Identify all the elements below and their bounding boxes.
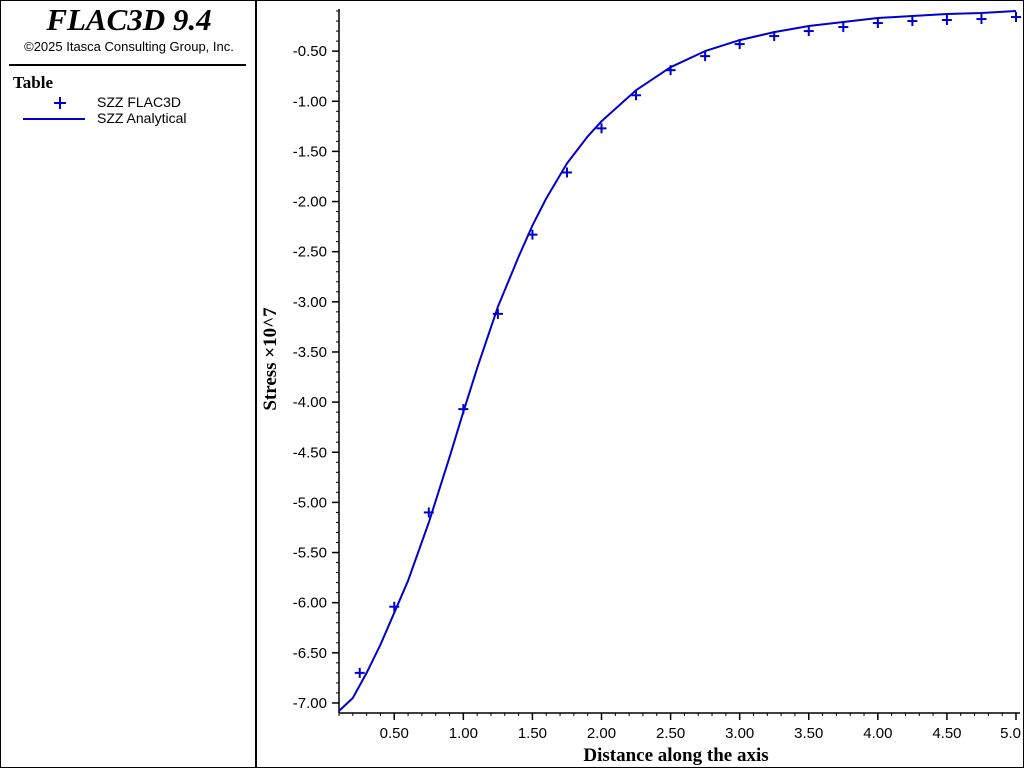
legend-label-szz-analytical: SZZ Analytical [97,110,187,126]
y-tick-label: -2.50 [293,244,327,261]
data-point-szz-flac3d [838,22,849,33]
x-tick-label: 2.00 [587,725,616,742]
y-tick-label: -1.00 [293,93,327,110]
data-point-szz-flac3d [872,18,883,29]
series-layer [338,10,1021,712]
data-point-szz-flac3d [1011,12,1021,23]
axes-layer [338,9,1020,714]
y-tick-label: -1.50 [293,143,327,160]
y-tick-label: -7.00 [293,695,327,712]
data-point-szz-flac3d [561,167,572,178]
legend-label-szz-flac3d: SZZ FLAC3D [97,94,182,110]
x-tick-label: 2.50 [656,725,685,742]
y-tick-label: -5.50 [293,545,327,562]
y-tick-label: -6.00 [293,595,327,612]
chart-area: -7.00 -6.50 -6.00 -5.50 -5.00 -4.50 -4.00 -3.50… [259,1,1023,767]
line-icon [23,118,85,120]
series-line-szz-analytical [338,10,1017,712]
data-point-szz-flac3d [907,16,918,27]
copyright-text: ©2025 Itasca Consulting Group, Inc. [24,39,234,54]
data-point-szz-flac3d [631,90,642,101]
data-point-szz-flac3d [700,51,711,62]
y-axis-title: Stress ×10^7 [260,307,281,411]
legend-entry-szz-flac3d[interactable]: SZZ FLAC3D [13,94,243,111]
x-tick-label: 1.00 [449,725,478,742]
ticks-layer: -7.00 -6.50 -6.00 -5.50 -5.00 -4.50 -4.00 -3.50… [293,10,1021,742]
y-tick-label: -3.00 [293,294,327,311]
data-point-szz-flac3d [354,667,365,678]
x-tick-label: 5.0 [1000,725,1021,742]
legend-title: Table [13,73,54,92]
y-tick-label: -2.00 [293,194,327,211]
y-tick-label: -4.50 [293,444,327,461]
x-tick-label: 3.00 [725,725,754,742]
y-tick-label: -0.50 [293,43,327,60]
data-point-szz-flac3d [803,26,814,37]
y-tick-label: -6.50 [293,645,327,662]
y-tick-label: -3.50 [293,344,327,361]
plus-marker-icon [54,97,66,109]
legend-panel: FLAC3D 9.4 ©2025 Itasca Consulting Group… [1,1,257,767]
x-tick-label: 1.50 [518,725,547,742]
chart-svg: -7.00 -6.50 -6.00 -5.50 -5.00 -4.50 -4.00 -3.50… [260,9,1021,766]
x-tick-label: 0.50 [380,725,409,742]
legend-entry-szz-analytical[interactable]: SZZ Analytical [13,110,243,127]
data-point-szz-flac3d [976,14,987,25]
data-point-szz-flac3d [941,15,952,26]
x-tick-label: 4.50 [932,725,961,742]
y-tick-label: -5.00 [293,494,327,511]
y-tick-label: -4.00 [293,394,327,411]
x-axis-title: Distance along the axis [583,745,768,766]
app-title: FLAC3D 9.4 [46,2,212,37]
title-divider [9,64,246,66]
x-tick-label: 4.00 [863,725,892,742]
x-tick-label: 3.50 [794,725,823,742]
data-point-szz-flac3d [596,123,607,134]
